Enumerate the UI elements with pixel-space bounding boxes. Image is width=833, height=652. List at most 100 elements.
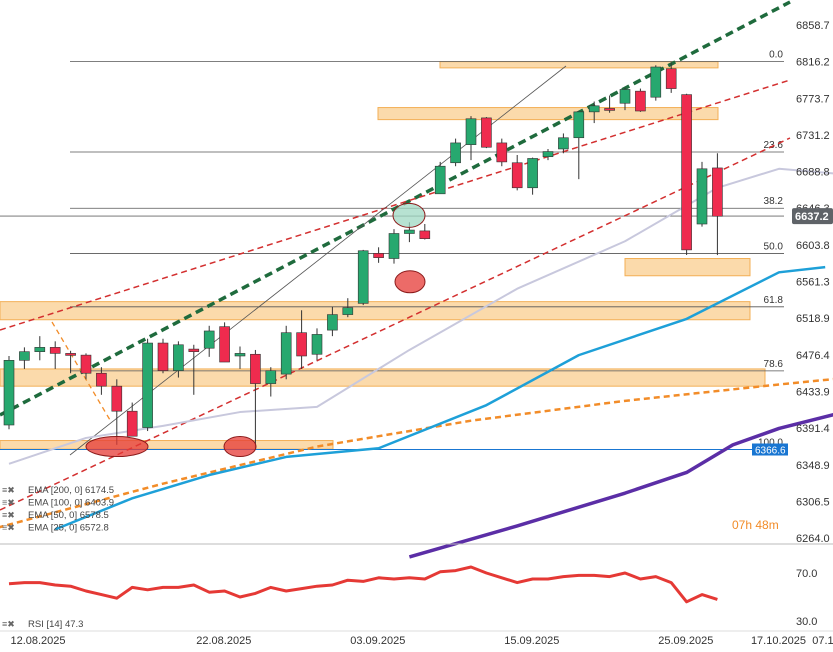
candle-body	[157, 342, 169, 371]
current-price-value: 6637.2	[795, 211, 829, 223]
candle-body	[203, 330, 215, 349]
time-tick-label: 12.08.2025	[10, 635, 65, 647]
candle-body	[388, 233, 400, 259]
legend-entry: EMA [25, 0] 6572.8	[28, 523, 109, 534]
candle	[450, 138, 461, 167]
candle	[558, 133, 569, 154]
legend-entry: EMA [200, 0] 6174.5	[28, 485, 114, 496]
candle	[3, 355, 15, 430]
price-tick-label: 6518.9	[796, 313, 830, 325]
ellipse-marker	[394, 270, 426, 294]
eye-toggle-icon[interactable]: ≡✖	[2, 619, 15, 629]
candle	[650, 65, 662, 101]
candle-body	[219, 326, 230, 363]
zone-rect	[624, 258, 751, 277]
candle	[96, 367, 107, 395]
candle	[80, 353, 92, 380]
candle-body	[3, 360, 15, 426]
time-axis[interactable]: 12.08.2025 22.08.2025 03.09.2025 15.09.2025…	[0, 630, 833, 647]
candle-countdown: 07h 48m	[732, 518, 779, 532]
price-axis[interactable]: 6858.76816.26773.76731.26688.86646.36603…	[796, 20, 830, 545]
price-tick-label: 6391.4	[796, 423, 830, 435]
candle	[511, 154, 523, 191]
candle-body	[665, 68, 677, 89]
eye-toggle-icon[interactable]: ≡✖	[2, 510, 15, 520]
candle	[696, 161, 708, 227]
candle	[234, 346, 246, 369]
candle-body	[96, 372, 107, 387]
candle-body	[49, 347, 61, 354]
candle	[265, 367, 277, 397]
price-tick-label: 6816.2	[796, 57, 830, 69]
candle-body	[527, 158, 538, 189]
current-price-badge	[792, 208, 833, 225]
candle-body	[357, 250, 369, 304]
candle-body	[265, 370, 277, 384]
candle	[311, 328, 323, 361]
candle	[434, 161, 446, 195]
fib-label: 0.0	[769, 50, 783, 61]
eye-toggle-icon[interactable]: ≡✖	[2, 485, 15, 495]
candle-body	[681, 94, 692, 251]
candle-body	[465, 118, 477, 145]
candle	[496, 138, 508, 167]
candle-body	[419, 230, 431, 239]
ema-lines	[0, 167, 833, 559]
price-tick-label: 6476.4	[796, 350, 830, 362]
time-tick-label: 17.10.2025	[751, 635, 806, 647]
legend-entry: EMA [50, 0] 6578.5	[28, 510, 109, 521]
fib-label: 78.6	[764, 359, 784, 370]
candle-body	[126, 410, 138, 437]
candle-body	[588, 105, 600, 113]
candle	[619, 87, 631, 111]
time-tick-label: 07.10.2025	[812, 635, 833, 647]
eye-toggle-icon[interactable]: ≡✖	[2, 498, 15, 508]
zone-rect	[439, 61, 719, 69]
candle-body	[481, 117, 492, 148]
candlesticks	[3, 62, 723, 449]
eye-toggle-icon[interactable]: ≡✖	[2, 523, 15, 533]
candle	[296, 310, 307, 369]
candle-body	[342, 307, 354, 315]
time-tick-label: 25.09.2025	[658, 635, 713, 647]
candle	[665, 62, 677, 93]
price-tick-label: 6603.8	[796, 240, 830, 252]
candle	[465, 116, 477, 161]
ema-line	[54, 265, 826, 531]
candle-body	[496, 142, 508, 163]
rsi-tick-label: 30.0	[796, 616, 817, 628]
candle-body	[296, 332, 307, 357]
time-tick-label: 03.09.2025	[350, 635, 405, 647]
time-tick-label: 22.08.2025	[196, 635, 251, 647]
candle	[19, 347, 30, 369]
candle-body	[142, 342, 153, 428]
legend-entry: EMA [100, 0] 6403.9	[28, 498, 114, 509]
ema-line	[0, 377, 833, 529]
candle	[142, 338, 153, 432]
candle	[357, 249, 369, 306]
price-tick-label: 6561.3	[796, 277, 830, 289]
zone-rect	[0, 368, 766, 387]
candle	[157, 338, 169, 374]
candle-body	[234, 353, 246, 357]
candle-body	[311, 334, 323, 355]
candle	[419, 224, 431, 240]
candle	[188, 344, 200, 395]
candle	[588, 101, 600, 124]
level-badge	[752, 443, 788, 456]
candle-body	[635, 90, 646, 112]
candle-body	[80, 354, 92, 374]
price-tick-label: 6348.9	[796, 460, 830, 472]
candle	[219, 322, 230, 363]
price-tick-label: 6858.7	[796, 20, 830, 32]
candle-body	[573, 111, 585, 139]
candle-body	[250, 353, 261, 384]
candle	[111, 379, 123, 445]
candle-body	[450, 142, 461, 164]
candle-body	[188, 348, 200, 352]
candle	[604, 95, 615, 113]
candle	[573, 111, 585, 180]
candle	[34, 336, 46, 361]
candle	[388, 229, 400, 264]
candle	[342, 298, 354, 318]
